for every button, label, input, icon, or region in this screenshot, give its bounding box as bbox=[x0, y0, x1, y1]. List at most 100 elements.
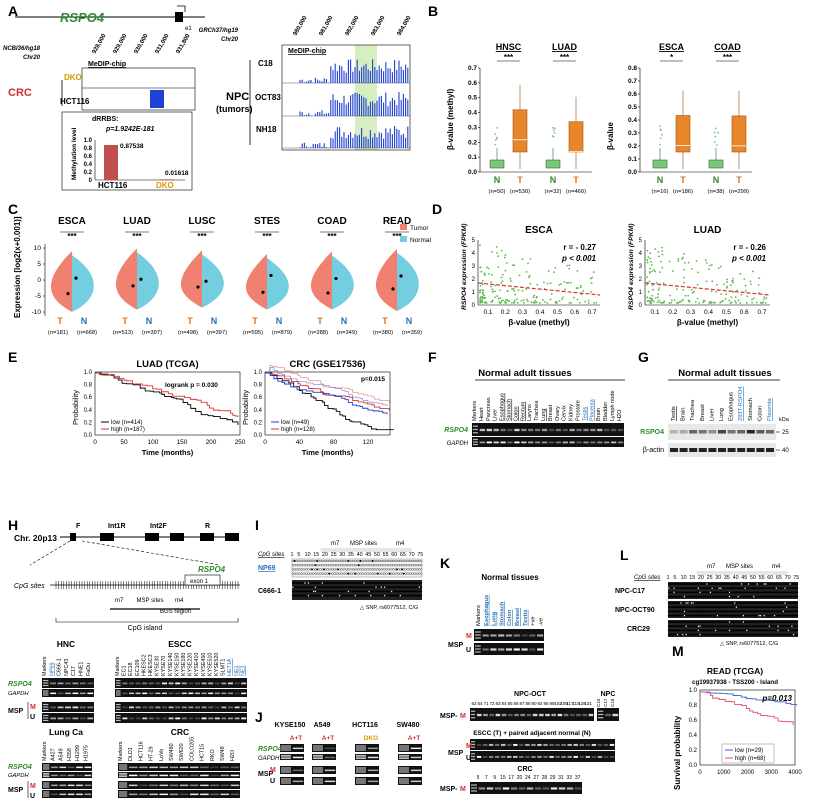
cpg-dot bbox=[790, 625, 793, 628]
ladder-band bbox=[471, 753, 476, 755]
scatter-point bbox=[530, 301, 533, 304]
cpg-dot bbox=[673, 583, 676, 586]
label: C17 bbox=[603, 698, 608, 707]
cpg-dot bbox=[709, 610, 712, 613]
cpg-dot bbox=[752, 610, 755, 613]
exon bbox=[170, 533, 184, 541]
cpg-dot bbox=[718, 587, 721, 590]
cpg-dot bbox=[759, 595, 762, 598]
ladder-band bbox=[313, 771, 323, 773]
cpg-dot bbox=[319, 594, 322, 597]
cpg-dot bbox=[688, 602, 691, 605]
cpg-dot bbox=[759, 606, 762, 609]
ladder-band bbox=[116, 703, 121, 706]
cpg-dot bbox=[678, 625, 681, 628]
cpg-dot bbox=[416, 582, 419, 585]
cpg-dot bbox=[361, 568, 364, 571]
label: 40 bbox=[782, 448, 789, 454]
cpg-dot bbox=[667, 587, 670, 590]
cpg-dot bbox=[721, 629, 724, 632]
scatter-point bbox=[646, 261, 649, 264]
scatter-point bbox=[479, 297, 482, 300]
cpg-dot bbox=[680, 614, 683, 617]
cpg-dot bbox=[699, 591, 702, 594]
cpg-dot bbox=[671, 614, 674, 617]
cpg-dot bbox=[683, 621, 686, 624]
cpg-dot bbox=[305, 568, 308, 571]
label: Methylation level bbox=[71, 127, 78, 180]
gel-band bbox=[200, 793, 209, 796]
cpg-dot bbox=[340, 560, 343, 563]
cpg-dot bbox=[338, 572, 341, 575]
cpg-dot bbox=[340, 594, 343, 597]
cpg-dot bbox=[404, 590, 407, 593]
scatter-point bbox=[500, 276, 503, 279]
label: 128 bbox=[578, 701, 586, 706]
cpg-dot bbox=[700, 595, 703, 598]
cpg-dot bbox=[357, 568, 360, 571]
cpg-dot bbox=[719, 587, 722, 590]
mean-dot bbox=[131, 284, 135, 288]
scatter-point bbox=[527, 262, 529, 265]
cpg-dot bbox=[338, 586, 341, 589]
label: -ve bbox=[538, 618, 544, 626]
cpg-dot bbox=[678, 633, 681, 636]
cpg-dot bbox=[411, 560, 414, 563]
cpg-dot bbox=[329, 586, 332, 589]
ladder-band bbox=[281, 757, 291, 760]
cpg-dot bbox=[316, 568, 319, 571]
survival-curve bbox=[265, 372, 394, 431]
cpg-dot bbox=[414, 594, 417, 597]
cpg-dot bbox=[678, 614, 681, 617]
cpg-dot bbox=[297, 568, 300, 571]
cpg-dot bbox=[345, 586, 348, 589]
cpg-dot bbox=[335, 586, 338, 589]
gel-band bbox=[84, 793, 92, 796]
cpg-dot bbox=[291, 560, 294, 563]
mean-dot bbox=[391, 287, 395, 291]
cpg-dot bbox=[707, 595, 710, 598]
cpg-dot bbox=[298, 568, 301, 571]
cpg-dot bbox=[329, 582, 332, 585]
cpg-dot bbox=[796, 602, 799, 605]
gel-band bbox=[482, 755, 488, 758]
label: 0.0 bbox=[468, 169, 477, 176]
cpg-dot bbox=[747, 606, 750, 609]
label: 1 bbox=[291, 552, 294, 558]
scatter-point bbox=[660, 260, 662, 263]
ladder-band bbox=[116, 694, 121, 696]
cpg-dot bbox=[681, 591, 684, 594]
gel bbox=[280, 777, 304, 785]
cpg-dot bbox=[704, 587, 707, 590]
label: MSP bbox=[448, 750, 464, 757]
label: RSPO4 bbox=[444, 427, 468, 434]
cpg-dot bbox=[737, 602, 740, 605]
cpg-dot bbox=[723, 633, 726, 636]
label: U bbox=[30, 714, 35, 721]
cpg-dot bbox=[373, 568, 376, 571]
label: Stomach bbox=[748, 398, 754, 421]
cpg-dot bbox=[340, 586, 343, 589]
cpg-dot bbox=[744, 583, 747, 586]
cpg-dot bbox=[314, 594, 317, 597]
ladder-band bbox=[471, 710, 476, 712]
scatter-point bbox=[715, 291, 717, 293]
cpg-dot bbox=[758, 610, 761, 613]
cpg-dot bbox=[368, 594, 371, 597]
label: 15 bbox=[689, 575, 695, 581]
cpg-dot bbox=[749, 591, 752, 594]
cpg-dot bbox=[700, 625, 703, 628]
cpg-dot bbox=[792, 621, 795, 624]
cpg-dot bbox=[709, 625, 712, 628]
cpg-dot bbox=[678, 629, 681, 632]
cpg-dot bbox=[352, 572, 355, 575]
cpg-dot bbox=[380, 590, 383, 593]
cpg-dot bbox=[298, 564, 301, 567]
scatter-point bbox=[527, 300, 529, 303]
cpg-dot bbox=[728, 625, 731, 628]
cpg-dot bbox=[305, 590, 308, 593]
scatter-point bbox=[657, 293, 660, 296]
ladder-band bbox=[356, 782, 366, 784]
label: ESCA bbox=[58, 216, 86, 227]
label: 0.6 bbox=[740, 309, 749, 316]
